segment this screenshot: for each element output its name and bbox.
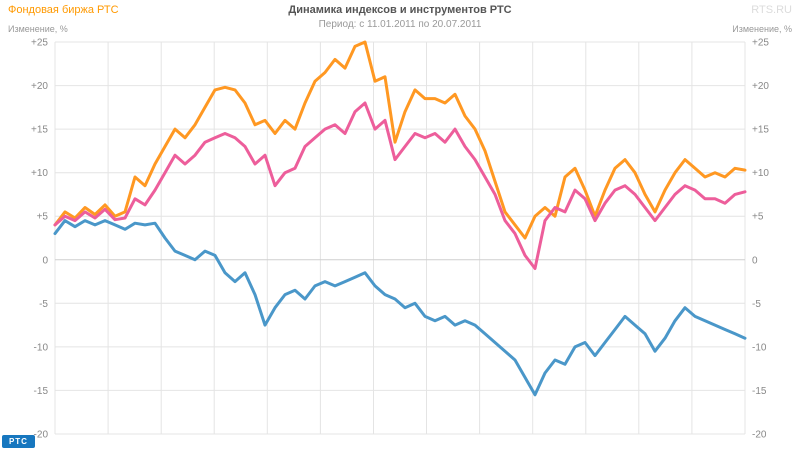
- y-tick-label-right: -20: [752, 430, 767, 441]
- series-blue: [53, 219, 747, 397]
- y-tick-label-right: +25: [752, 38, 769, 49]
- y-tick-label-left: -20: [34, 430, 49, 441]
- y-tick-label-left: +5: [37, 212, 49, 223]
- y-tick-label-left: -15: [34, 386, 49, 397]
- y-tick-label-left: +20: [31, 81, 48, 92]
- y-tick-label-right: -15: [752, 386, 767, 397]
- y-tick-label-left: +15: [31, 125, 48, 136]
- y-tick-label-right: -10: [752, 342, 767, 353]
- y-tick-label-right: -5: [752, 299, 761, 310]
- y-tick-label-left: 0: [42, 255, 48, 266]
- site-link[interactable]: RTS.RU: [751, 4, 792, 16]
- y-tick-label-left: -10: [34, 342, 49, 353]
- y-tick-label-right: 0: [752, 255, 758, 266]
- y-tick-label-left: -5: [39, 299, 48, 310]
- y-tick-label-left: +25: [31, 38, 48, 49]
- y-tick-label-left: +10: [31, 168, 48, 179]
- y-tick-label-right: +10: [752, 168, 769, 179]
- y-tick-label-right: +15: [752, 125, 769, 136]
- y-tick-label-right: +5: [752, 212, 764, 223]
- series-pink: [53, 101, 747, 270]
- exchange-brand: Фондовая биржа РТС: [8, 4, 119, 16]
- series-orange: [53, 40, 747, 240]
- rts-logo[interactable]: РТС: [2, 435, 35, 448]
- y-axis-label-right: Изменение, %: [732, 24, 792, 34]
- y-tick-label-right: +20: [752, 81, 769, 92]
- y-axis-label-left: Изменение, %: [8, 24, 68, 34]
